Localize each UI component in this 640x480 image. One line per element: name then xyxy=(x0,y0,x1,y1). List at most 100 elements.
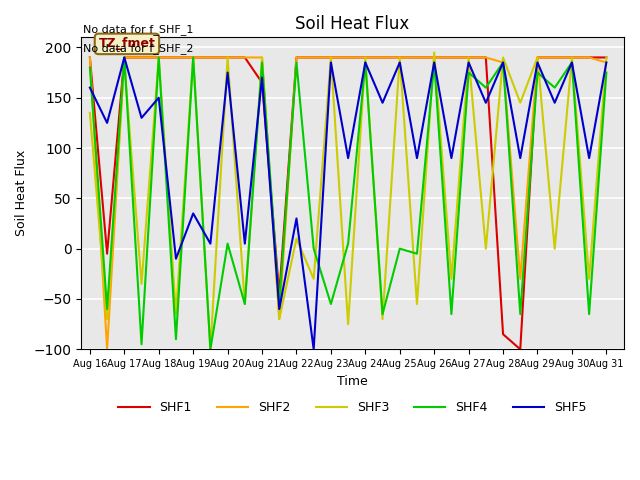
SHF1 xyxy=(138,55,145,60)
SHF3 xyxy=(155,55,163,60)
SHF3 xyxy=(568,55,576,60)
SHF5 xyxy=(275,306,283,312)
SHF4 xyxy=(241,301,249,307)
SHF5 xyxy=(447,155,455,161)
SHF1 xyxy=(189,55,197,60)
SHF5 xyxy=(138,115,145,121)
Line: SHF1: SHF1 xyxy=(90,58,606,349)
SHF1 xyxy=(344,55,352,60)
SHF4 xyxy=(120,55,128,60)
SHF5 xyxy=(534,60,541,65)
SHF5 xyxy=(292,216,300,221)
SHF5 xyxy=(465,60,472,65)
SHF5 xyxy=(258,75,266,81)
SHF3 xyxy=(292,236,300,241)
SHF2 xyxy=(396,55,404,60)
SHF4 xyxy=(310,246,317,252)
SHF5 xyxy=(310,347,317,352)
SHF3 xyxy=(189,55,197,60)
SHF1 xyxy=(430,55,438,60)
SHF4 xyxy=(189,55,197,60)
SHF5 xyxy=(120,55,128,60)
SHF3 xyxy=(551,246,559,252)
SHF2 xyxy=(155,55,163,60)
SHF2 xyxy=(447,55,455,60)
SHF5 xyxy=(413,155,421,161)
SHF4 xyxy=(551,85,559,91)
SHF3 xyxy=(275,316,283,322)
SHF2 xyxy=(465,55,472,60)
SHF2 xyxy=(586,55,593,60)
SHF4 xyxy=(86,65,93,71)
SHF4 xyxy=(155,55,163,60)
SHF4 xyxy=(499,60,507,65)
SHF1 xyxy=(379,55,387,60)
SHF1 xyxy=(534,55,541,60)
SHF1 xyxy=(465,55,472,60)
SHF3 xyxy=(258,55,266,60)
SHF4 xyxy=(379,311,387,317)
SHF4 xyxy=(396,246,404,252)
SHF2 xyxy=(568,55,576,60)
SHF1 xyxy=(327,55,335,60)
SHF4 xyxy=(586,311,593,317)
SHF5 xyxy=(516,155,524,161)
SHF5 xyxy=(499,60,507,65)
Line: SHF2: SHF2 xyxy=(90,58,606,349)
SHF4 xyxy=(362,60,369,65)
SHF5 xyxy=(241,241,249,247)
SHF3 xyxy=(86,110,93,116)
SHF3 xyxy=(482,246,490,252)
SHF5 xyxy=(224,70,232,75)
Text: No data for f_SHF_1: No data for f_SHF_1 xyxy=(83,24,193,35)
SHF2 xyxy=(534,55,541,60)
SHF2 xyxy=(362,55,369,60)
SHF2 xyxy=(189,55,197,60)
SHF3 xyxy=(413,301,421,307)
SHF4 xyxy=(275,301,283,307)
SHF4 xyxy=(103,306,111,312)
SHF5 xyxy=(327,60,335,65)
SHF4 xyxy=(138,341,145,347)
SHF5 xyxy=(551,100,559,106)
SHF2 xyxy=(172,55,180,60)
SHF3 xyxy=(534,55,541,60)
SHF1 xyxy=(103,251,111,257)
SHF5 xyxy=(482,100,490,106)
SHF4 xyxy=(534,70,541,75)
Legend: SHF1, SHF2, SHF3, SHF4, SHF5: SHF1, SHF2, SHF3, SHF4, SHF5 xyxy=(113,396,591,419)
SHF5 xyxy=(207,241,214,247)
SHF5 xyxy=(362,60,369,65)
SHF3 xyxy=(379,316,387,322)
SHF5 xyxy=(344,155,352,161)
SHF5 xyxy=(396,60,404,65)
SHF3 xyxy=(465,55,472,60)
SHF3 xyxy=(207,347,214,352)
SHF4 xyxy=(516,311,524,317)
SHF4 xyxy=(447,311,455,317)
Title: Soil Heat Flux: Soil Heat Flux xyxy=(295,15,410,33)
SHF5 xyxy=(602,60,610,65)
X-axis label: Time: Time xyxy=(337,374,368,387)
SHF5 xyxy=(189,211,197,216)
SHF5 xyxy=(103,120,111,126)
SHF1 xyxy=(482,55,490,60)
SHF2 xyxy=(379,55,387,60)
Line: SHF4: SHF4 xyxy=(90,58,606,349)
SHF1 xyxy=(362,55,369,60)
SHF3 xyxy=(586,276,593,282)
SHF1 xyxy=(413,55,421,60)
SHF2 xyxy=(516,276,524,282)
SHF1 xyxy=(155,55,163,60)
SHF5 xyxy=(568,60,576,65)
SHF1 xyxy=(447,55,455,60)
SHF1 xyxy=(551,55,559,60)
SHF3 xyxy=(447,276,455,282)
SHF1 xyxy=(499,331,507,337)
SHF2 xyxy=(120,55,128,60)
SHF2 xyxy=(499,60,507,65)
SHF2 xyxy=(241,55,249,60)
SHF2 xyxy=(602,60,610,65)
SHF1 xyxy=(396,55,404,60)
SHF2 xyxy=(327,55,335,60)
